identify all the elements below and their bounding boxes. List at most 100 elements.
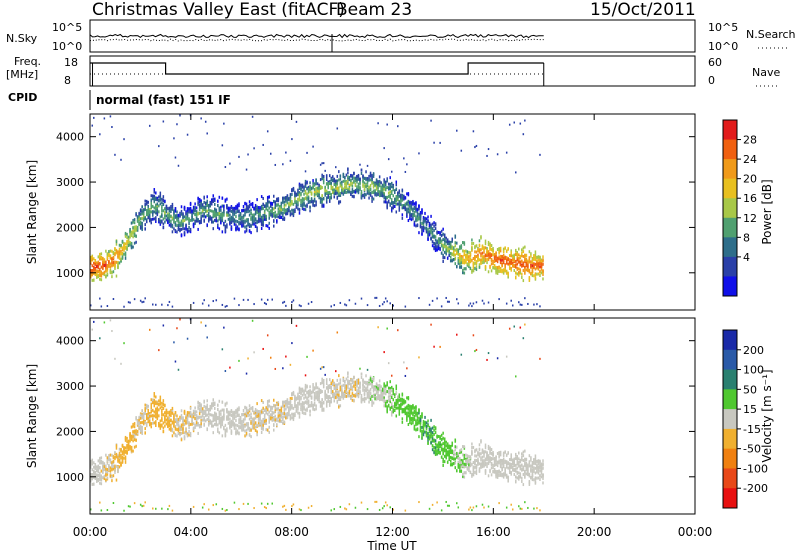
velocity-echo-cell [139, 426, 142, 430]
power-echo-cell [112, 263, 115, 267]
velocity-echo-cell [90, 473, 92, 477]
power-echo-cell [230, 221, 233, 225]
velocity-echo-cell [124, 438, 127, 442]
power-echo-cell [227, 208, 230, 212]
velocity-echo-cell [204, 419, 207, 423]
velocity-echo-cell [253, 507, 255, 510]
velocity-echo-cell [100, 476, 103, 480]
power-echo-cell [179, 223, 181, 227]
power-echo-cell [263, 215, 266, 219]
velocity-echo-cell [173, 418, 175, 422]
velocity-echo-cell [179, 433, 181, 437]
velocity-echo-cell [341, 391, 343, 395]
power-echo-cell [218, 227, 221, 231]
velocity-echo-cell [291, 416, 293, 420]
power-echo-cell [155, 303, 157, 306]
power-echo-cell [90, 269, 92, 273]
velocity-echo-cell [155, 415, 157, 419]
power-echo-cell [434, 242, 437, 246]
velocity-echo-cell [132, 430, 134, 434]
velocity-echo-cell [135, 432, 137, 436]
power-echo-cell [375, 181, 378, 185]
power-echo-cell [171, 216, 174, 220]
power-echo-cell [422, 216, 425, 220]
power-echo-cell [395, 210, 398, 214]
velocity-echo-cell [186, 337, 189, 340]
velocity-echo-cell [117, 456, 119, 460]
power-echo-cell [155, 216, 157, 220]
power-echo-cell [161, 212, 163, 216]
velocity-echo-cell [155, 412, 157, 416]
power-echo-cell [292, 202, 295, 206]
power-echo-cell [147, 204, 149, 208]
power-echo-cell [522, 246, 525, 250]
power-echo-cell [348, 190, 351, 194]
power-echo-cell [521, 254, 523, 258]
power-echo-cell [265, 217, 267, 221]
velocity-echo-cell [224, 431, 227, 435]
power-echo-cell [418, 152, 420, 155]
power-echo-cell [304, 170, 307, 173]
power-echo-cell [168, 212, 171, 216]
power-echo-cell [182, 215, 184, 219]
velocity-echo-cell [248, 426, 251, 430]
power-echo-cell [268, 221, 270, 225]
velocity-echo-cell [141, 416, 143, 420]
power-echo-cell [472, 267, 475, 271]
power-echo-cell [292, 211, 295, 215]
power-echo-cell [536, 266, 538, 270]
power-echo-cell [303, 188, 305, 192]
power-echo-cell [188, 222, 190, 226]
power-echo-cell [277, 210, 280, 214]
velocity-echo-cell [142, 419, 145, 423]
velocity-echo-cell [221, 400, 224, 404]
velocity-echo-cell [200, 321, 202, 324]
power-echo-cell [356, 177, 358, 181]
power-echo-cell [173, 217, 175, 221]
velocity-echo-cell [282, 400, 284, 404]
velocity-echo-cell [330, 396, 332, 400]
power-echo-cell [168, 206, 171, 210]
power-echo-cell [519, 303, 522, 306]
power-echo-cell [224, 225, 227, 229]
power-echo-cell [218, 213, 221, 217]
power-echo-cell [356, 174, 358, 178]
power-echo-cell [480, 248, 482, 252]
power-echo-cell [465, 267, 467, 271]
velocity-echo-cell [303, 411, 305, 415]
power-echo-cell [132, 220, 134, 224]
power-echo-cell [474, 261, 476, 265]
power-echo-cell [238, 209, 240, 213]
power-echo-cell [453, 258, 455, 262]
velocity-echo-cell [114, 470, 116, 474]
power-echo-cell [233, 212, 236, 216]
power-echo-cell [254, 206, 257, 210]
velocity-echo-cell [338, 382, 340, 386]
power-echo-cell [442, 248, 444, 252]
velocity-echo-cell [341, 389, 343, 393]
power-echo-cell [141, 212, 143, 216]
velocity-echo-cell [265, 421, 267, 425]
power-echo-cell [372, 189, 375, 193]
velocity-echo-cell [150, 422, 153, 426]
velocity-echo-cell [153, 414, 156, 418]
velocity-echo-cell [283, 409, 286, 413]
velocity-echo-cell [291, 404, 293, 408]
velocity-echo-cell [182, 431, 184, 435]
power-echo-cell [304, 184, 307, 188]
power-echo-cell [209, 201, 211, 205]
velocity-echo-cell [266, 403, 269, 407]
power-echo-cell [332, 179, 334, 183]
velocity-echo-cell [174, 418, 177, 422]
power-echo-cell [534, 255, 537, 259]
power-echo-cell [148, 213, 151, 217]
power-echo-cell [341, 180, 343, 184]
velocity-echo-cell [330, 389, 332, 393]
power-echo-cell [332, 187, 334, 191]
power-echo-cell [111, 249, 113, 253]
power-echo-cell [96, 275, 98, 279]
velocity-echo-cell [120, 362, 122, 365]
velocity-echo-cell [185, 429, 187, 433]
power-echo-cell [103, 264, 106, 268]
power-echo-cell [397, 202, 399, 206]
